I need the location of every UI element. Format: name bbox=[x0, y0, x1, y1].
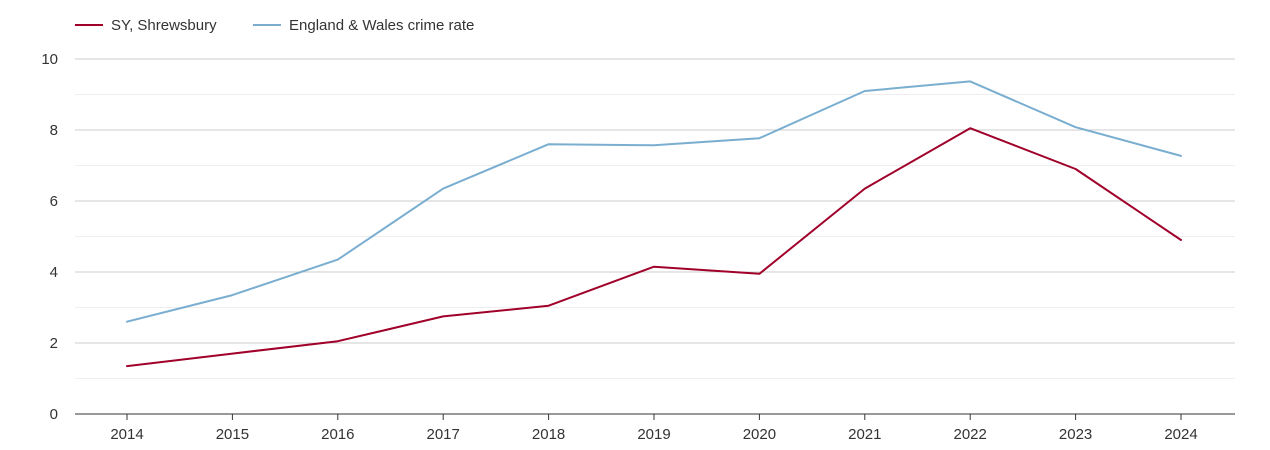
legend-label-shrewsbury: SY, Shrewsbury bbox=[111, 17, 217, 34]
y-tick-label: 10 bbox=[41, 51, 58, 68]
series-line-shrewsbury bbox=[126, 127, 1182, 368]
series-lines bbox=[126, 80, 1182, 368]
legend-label-england-wales: England & Wales crime rate bbox=[289, 17, 474, 34]
x-tick-label: 2016 bbox=[321, 426, 354, 443]
y-tick-label: 2 bbox=[50, 335, 58, 352]
axes: 0 2 4 6 8 10 2014 2015 2016 2017 2018 2019 2020 2021 2… bbox=[41, 51, 1235, 443]
grid-lines bbox=[75, 58, 1235, 379]
x-tick-label: 2014 bbox=[110, 426, 143, 443]
legend: SY, Shrewsbury England & Wales crime rat… bbox=[75, 17, 474, 34]
x-tick-label: 2015 bbox=[216, 426, 249, 443]
x-tick-label: 2019 bbox=[637, 426, 670, 443]
y-tick-label: 4 bbox=[50, 264, 58, 281]
x-tick-label: 2021 bbox=[848, 426, 881, 443]
series-line-england-wales bbox=[126, 80, 1182, 323]
x-tick-label: 2018 bbox=[532, 426, 565, 443]
x-tick-label: 2020 bbox=[743, 426, 776, 443]
x-tick-label: 2022 bbox=[954, 426, 987, 443]
y-tick-label: 6 bbox=[50, 193, 58, 210]
y-tick-label: 0 bbox=[50, 406, 58, 423]
x-tick-label: 2023 bbox=[1059, 426, 1092, 443]
y-tick-label: 8 bbox=[50, 122, 58, 139]
x-tick-label: 2024 bbox=[1164, 426, 1197, 443]
x-tick-label: 2017 bbox=[427, 426, 460, 443]
